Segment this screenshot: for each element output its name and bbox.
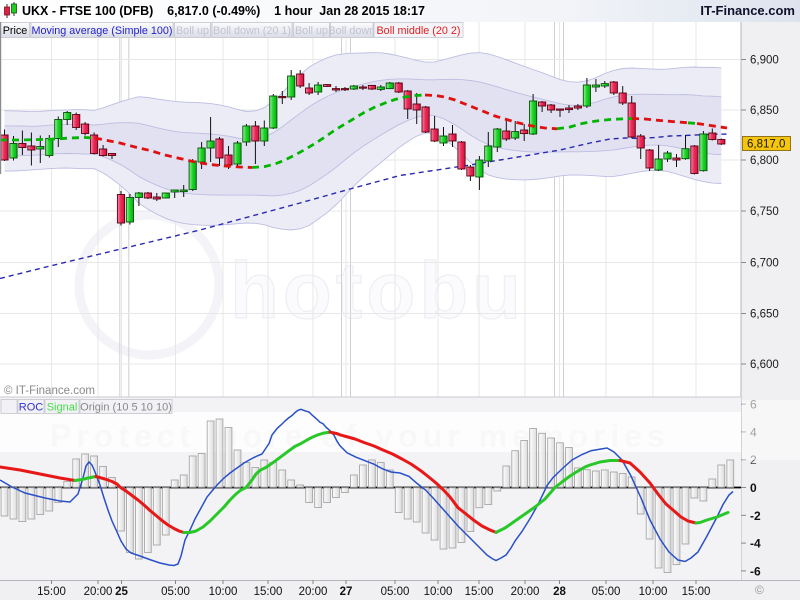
svg-text:05:00: 05:00 bbox=[592, 586, 621, 598]
svg-text:6,900: 6,900 bbox=[750, 55, 779, 67]
svg-text:-6: -6 bbox=[750, 564, 761, 578]
svg-text:15:00: 15:00 bbox=[682, 586, 711, 598]
svg-text:10:00: 10:00 bbox=[209, 586, 238, 598]
svg-text:Origin (10 5 10 10): Origin (10 5 10 10) bbox=[80, 402, 172, 414]
svg-text:20:00: 20:00 bbox=[511, 586, 540, 598]
svg-text:IT-Finance.com: IT-Finance.com bbox=[700, 3, 795, 18]
svg-text:Boll up: Boll up bbox=[295, 25, 328, 37]
svg-text:©: © bbox=[755, 583, 764, 597]
svg-text:05:00: 05:00 bbox=[161, 586, 190, 598]
svg-text:Boll up: Boll up bbox=[176, 25, 209, 37]
svg-text:6,850: 6,850 bbox=[750, 105, 779, 117]
svg-text:Price: Price bbox=[3, 25, 28, 37]
svg-text:28: 28 bbox=[553, 586, 566, 598]
svg-text:Signal: Signal bbox=[47, 402, 78, 414]
svg-text:25: 25 bbox=[115, 586, 128, 598]
svg-text:Boll down (20 1): Boll down (20 1) bbox=[213, 25, 291, 37]
svg-text:Moving average (Simple 100): Moving average (Simple 100) bbox=[31, 25, 172, 37]
svg-text:-2: -2 bbox=[750, 509, 761, 523]
svg-text:10:00: 10:00 bbox=[424, 586, 453, 598]
svg-text:UKX - FTSE 100 (DFB) 6,817.: UKX - FTSE 100 (DFB) 6,817.0 (-0.49%) 1 … bbox=[22, 4, 425, 18]
svg-text:6,800: 6,800 bbox=[750, 155, 779, 167]
svg-text:6: 6 bbox=[750, 398, 757, 412]
svg-text:20:00: 20:00 bbox=[299, 586, 328, 598]
svg-text:© IT-Finance.com: © IT-Finance.com bbox=[4, 385, 95, 397]
svg-text:2: 2 bbox=[750, 453, 757, 467]
svg-text:05:00: 05:00 bbox=[381, 586, 410, 598]
svg-text:-4: -4 bbox=[750, 537, 761, 551]
svg-text:hotobu: hotobu bbox=[230, 246, 525, 335]
svg-text:15:00: 15:00 bbox=[465, 586, 494, 598]
svg-text:10:00: 10:00 bbox=[639, 586, 668, 598]
svg-text:6,817.0: 6,817.0 bbox=[747, 139, 785, 151]
svg-text:0: 0 bbox=[750, 481, 757, 495]
svg-text:27: 27 bbox=[340, 586, 353, 598]
svg-text:20:00: 20:00 bbox=[84, 586, 113, 598]
svg-text:15:00: 15:00 bbox=[254, 586, 283, 598]
svg-text:6,700: 6,700 bbox=[750, 258, 779, 270]
svg-text:Protect more of your memories: Protect more of your memories bbox=[50, 418, 670, 454]
svg-text:ROC: ROC bbox=[19, 402, 44, 414]
svg-text:6,650: 6,650 bbox=[750, 309, 779, 321]
svg-text:6,750: 6,750 bbox=[750, 206, 779, 218]
svg-text:4: 4 bbox=[750, 425, 757, 439]
svg-text:6,600: 6,600 bbox=[750, 359, 779, 371]
svg-text:Boll middle (20 2): Boll middle (20 2) bbox=[376, 25, 460, 37]
svg-text:Boll down: Boll down bbox=[328, 25, 375, 37]
svg-text:15:00: 15:00 bbox=[37, 586, 66, 598]
